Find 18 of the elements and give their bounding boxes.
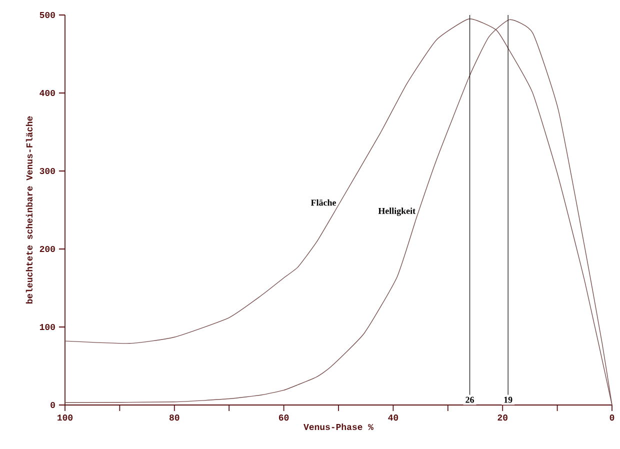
x-axis-title: Venus-Phase % xyxy=(304,423,374,430)
x-tick-label: 20 xyxy=(498,414,508,421)
x-tick-label: 40 xyxy=(388,414,398,421)
x-tick-label: 80 xyxy=(170,414,180,421)
y-tick-label: 200 xyxy=(40,246,55,252)
x-tick-label: 0 xyxy=(610,414,614,421)
y-tick-label: 300 xyxy=(40,168,55,174)
ref-line-label: 26 xyxy=(466,396,474,403)
y-axis-title: beleuchtete scheinbare Venus-Fläche xyxy=(26,116,32,304)
x-tick-label: 60 xyxy=(278,414,289,421)
ref-line-label: 19 xyxy=(504,396,512,403)
x-tick-label: 100 xyxy=(58,414,73,421)
y-tick-label: 0 xyxy=(50,402,55,408)
y-tick-label: 100 xyxy=(40,324,55,330)
y-tick-label: 400 xyxy=(40,90,55,96)
series-label: Fläche xyxy=(310,199,336,206)
series-label: Helligkeit xyxy=(378,208,416,216)
y-tick-label: 500 xyxy=(40,12,55,18)
